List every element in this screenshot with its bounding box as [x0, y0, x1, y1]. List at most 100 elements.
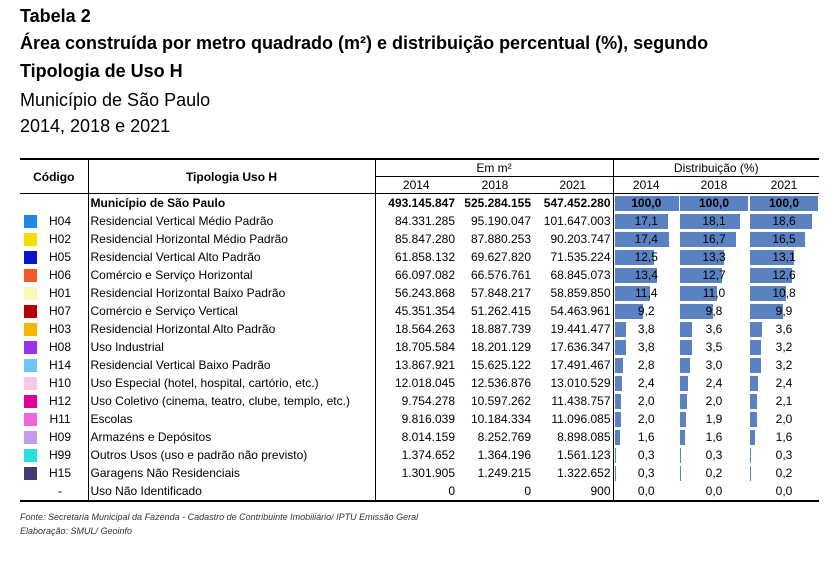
row-pct: 3,6 — [705, 322, 723, 336]
code-cell: H09 — [20, 428, 89, 446]
row-area: 45.351.354 — [394, 304, 455, 318]
pct-bar — [614, 196, 679, 211]
row-pct: 2,4 — [637, 376, 655, 390]
color-swatch — [24, 467, 37, 481]
row-area: 11.096.085 — [533, 410, 614, 428]
row-pct: 18,6 — [772, 214, 796, 228]
pct-bar — [680, 340, 692, 355]
code-cell: H10 — [20, 374, 89, 392]
pct-bar — [750, 304, 783, 319]
color-swatch — [24, 449, 37, 463]
row-area: 56.243.868 — [394, 286, 455, 300]
row-area: 1.364.196 — [477, 448, 531, 462]
pct-bar — [750, 430, 756, 445]
row-pct-cell: 9,8 — [679, 302, 749, 320]
row-code: H06 — [48, 268, 71, 282]
code-cell: H06 — [20, 266, 89, 284]
color-swatch — [24, 305, 37, 319]
code-cell: H02 — [20, 230, 89, 248]
row-area: 15.625.122 — [470, 358, 531, 372]
row-area: 51.262.415 — [470, 304, 531, 318]
row-area: 9.816.039 — [401, 412, 455, 426]
color-swatch — [24, 413, 37, 427]
row-area: 84.331.285 — [394, 214, 455, 228]
table-row: H06 Comércio e Serviço Horizontal 66.097.0… — [20, 266, 819, 284]
row-pct-cell: 2,8 — [613, 356, 679, 374]
row-pct-cell: 3,0 — [679, 356, 749, 374]
pct-bar — [680, 448, 681, 463]
row-pct-cell: 0,3 — [613, 464, 679, 482]
pct-bar — [680, 466, 681, 481]
row-pct-cell: 17,1 — [613, 212, 679, 230]
pct-bar — [614, 286, 651, 301]
pct-bar — [614, 340, 627, 355]
row-area: 71.535.224 — [533, 248, 614, 266]
pct-bar — [750, 376, 758, 391]
header-area-year: 2018 — [457, 176, 533, 194]
row-area: 13.867.921 — [394, 358, 455, 372]
row-name: Comércio e Serviço Vertical — [88, 302, 376, 320]
row-pct-cell: 13,4 — [613, 266, 679, 284]
row-area: 57.848.217 — [470, 286, 531, 300]
pct-bar — [750, 412, 757, 427]
color-swatch — [24, 431, 37, 445]
row-area: 1.322.652 — [533, 464, 614, 482]
total-area: 525.284.155 — [464, 196, 531, 210]
table-row: H04 Residencial Vertical Médio Padrão 84.3… — [20, 212, 819, 230]
row-pct: 2,1 — [775, 394, 793, 408]
pct-bar — [680, 430, 686, 445]
pct-bar — [750, 268, 792, 283]
total-row: Município de São Paulo 493.145.847 525.2… — [20, 193, 819, 212]
row-pct-cell: 1,6 — [679, 428, 749, 446]
row-area: 87.880.253 — [470, 232, 531, 246]
row-pct-cell: 2,0 — [679, 392, 749, 410]
row-pct: 3,8 — [637, 322, 655, 336]
row-pct-cell: 0,3 — [613, 446, 679, 464]
row-pct: 2,0 — [775, 412, 793, 426]
total-pct: 100,0 — [768, 196, 800, 210]
row-code: H08 — [48, 340, 71, 354]
row-pct: 3,6 — [775, 322, 793, 336]
row-name: Uso Coletivo (cinema, teatro, clube, tem… — [88, 392, 376, 410]
row-pct: 12,5 — [634, 250, 658, 264]
pct-bar — [614, 466, 616, 481]
code-cell: H07 — [20, 302, 89, 320]
row-area: 13.010.529 — [533, 374, 614, 392]
color-swatch — [24, 287, 37, 301]
row-pct-cell: 1,6 — [749, 428, 819, 446]
pct-bar — [680, 214, 741, 229]
row-pct: 10,8 — [772, 286, 796, 300]
row-pct-cell: 0,3 — [749, 446, 819, 464]
row-area: 61.858.132 — [394, 250, 455, 264]
table-row: H07 Comércio e Serviço Vertical 45.351.354… — [20, 302, 819, 320]
row-area: 68.845.073 — [533, 266, 614, 284]
row-area: 1.301.905 — [401, 466, 455, 480]
row-pct-cell: 2,0 — [613, 410, 679, 428]
pct-bar — [680, 394, 687, 409]
pct-bar — [750, 448, 751, 463]
row-area: 18.887.739 — [470, 322, 531, 336]
row-name: Uso Especial (hotel, hospital, cartório,… — [88, 374, 376, 392]
pct-bar — [750, 250, 794, 265]
row-pct-cell: 16,5 — [749, 230, 819, 248]
row-pct: 12,6 — [772, 268, 796, 282]
row-pct: 13,3 — [702, 250, 726, 264]
pct-bar — [614, 322, 627, 337]
row-pct-cell: 11,4 — [613, 284, 679, 302]
row-pct: 0,3 — [637, 466, 655, 480]
row-pct: 2,4 — [775, 376, 793, 390]
pct-bar — [614, 412, 621, 427]
color-swatch — [24, 251, 37, 265]
row-pct-cell: 0,3 — [679, 446, 749, 464]
pct-bar — [614, 448, 616, 463]
total-pct: 100,0 — [698, 196, 730, 210]
table-subtitle-years: 2014, 2018 e 2021 — [20, 116, 171, 136]
pct-bar — [680, 196, 748, 211]
row-pct-cell: 3,2 — [749, 356, 819, 374]
code-cell: H11 — [20, 410, 89, 428]
row-pct: 9,9 — [775, 304, 793, 318]
row-code: H03 — [48, 322, 71, 336]
row-name: Armazéns e Depósitos — [88, 428, 376, 446]
code-cell: H03 — [20, 320, 89, 338]
row-pct-cell: 2,4 — [613, 374, 679, 392]
